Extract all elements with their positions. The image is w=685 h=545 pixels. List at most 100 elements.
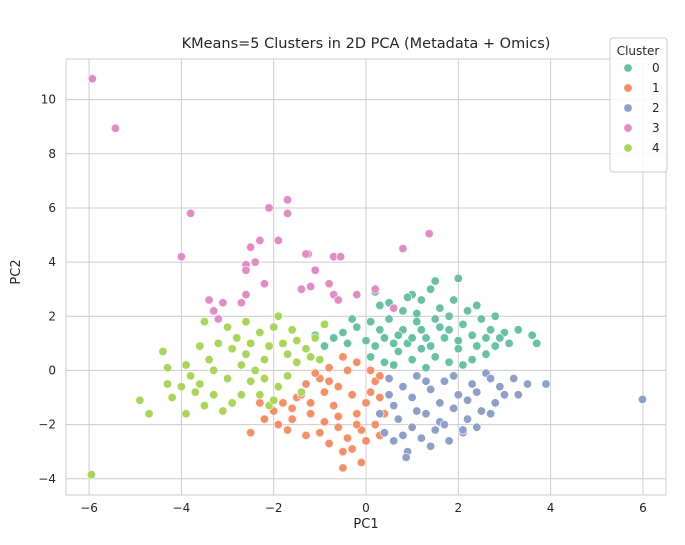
data-point-cluster-3 [296, 284, 306, 294]
x-tick-label: 0 [362, 501, 370, 515]
data-point-cluster-0 [486, 325, 496, 335]
data-point-cluster-0 [403, 292, 413, 302]
data-point-cluster-2 [398, 382, 408, 392]
data-point-cluster-4 [269, 322, 279, 332]
data-point-cluster-4 [278, 338, 288, 348]
data-point-cluster-0 [453, 273, 463, 283]
data-point-cluster-2 [389, 436, 399, 446]
data-point-cluster-0 [389, 360, 399, 370]
data-point-cluster-0 [379, 357, 389, 367]
data-point-cluster-2 [513, 390, 523, 400]
data-point-cluster-1 [315, 428, 325, 438]
y-tick-label: 8 [48, 147, 56, 161]
data-point-cluster-1 [361, 398, 371, 408]
data-point-cluster-2 [375, 409, 385, 419]
y-tick-label: 6 [48, 201, 56, 215]
data-point-cluster-1 [375, 393, 385, 403]
data-point-cluster-1 [310, 368, 320, 378]
data-point-cluster-0 [412, 317, 422, 327]
data-point-cluster-0 [379, 333, 389, 343]
data-point-cluster-0 [472, 300, 482, 310]
data-point-cluster-3 [186, 208, 196, 218]
data-point-cluster-2 [439, 420, 449, 430]
data-point-cluster-0 [366, 352, 376, 362]
data-point-cluster-1 [278, 398, 288, 408]
data-point-cluster-2 [463, 414, 473, 424]
data-point-cluster-4 [273, 311, 283, 321]
data-point-cluster-4 [218, 406, 228, 416]
data-point-cluster-1 [255, 398, 265, 408]
data-point-cluster-4 [236, 360, 246, 370]
data-point-cluster-4 [315, 355, 325, 365]
data-point-cluster-0 [421, 363, 431, 373]
data-point-cluster-3 [259, 279, 269, 289]
data-point-cluster-4 [296, 387, 306, 397]
data-point-cluster-2 [495, 382, 505, 392]
data-point-cluster-3 [87, 74, 97, 84]
data-point-cluster-2 [426, 384, 436, 394]
data-point-cluster-3 [283, 208, 293, 218]
data-point-cluster-2 [421, 409, 431, 419]
data-point-cluster-2 [453, 390, 463, 400]
data-point-cluster-0 [389, 338, 399, 348]
data-point-cluster-1 [347, 444, 357, 454]
data-point-cluster-0 [347, 314, 357, 324]
x-tick-label: 4 [547, 501, 555, 515]
data-point-cluster-4 [292, 336, 302, 346]
data-point-cluster-3 [176, 252, 186, 262]
data-point-cluster-1 [301, 430, 311, 440]
data-point-cluster-3 [336, 252, 346, 262]
data-point-cluster-1 [333, 422, 343, 432]
data-point-cluster-1 [333, 382, 343, 392]
data-point-cluster-3 [241, 290, 251, 300]
data-point-cluster-1 [283, 425, 293, 435]
data-point-cluster-0 [444, 325, 454, 335]
data-point-cluster-3 [241, 265, 251, 275]
data-point-cluster-0 [343, 338, 353, 348]
data-point-cluster-0 [426, 341, 436, 351]
data-point-cluster-3 [283, 195, 293, 205]
data-point-cluster-4 [199, 317, 209, 327]
data-point-cluster-1 [306, 398, 316, 408]
x-axis-label: PC1 [353, 517, 378, 532]
data-point-cluster-0 [472, 341, 482, 351]
data-point-cluster-3 [389, 303, 399, 313]
tick-labels: −6 −4 −2 0 2 4 6 −4 −2 0 2 4 6 8 10 [38, 93, 646, 515]
data-point-cluster-1 [375, 371, 385, 381]
x-tick-label: −2 [265, 501, 283, 515]
data-point-cluster-2 [393, 414, 403, 424]
x-tick-label: 2 [454, 501, 462, 515]
data-point-cluster-4 [163, 363, 173, 373]
legend-label-2: 2 [652, 101, 660, 115]
data-point-cluster-0 [504, 338, 514, 348]
data-point-cluster-1 [329, 401, 339, 411]
data-point-cluster-2 [472, 387, 482, 397]
data-point-cluster-4 [264, 341, 274, 351]
data-point-cluster-2 [463, 395, 473, 405]
data-point-cluster-3 [264, 203, 274, 213]
data-point-cluster-2 [439, 376, 449, 386]
data-point-cluster-1 [287, 403, 297, 413]
data-point-cluster-2 [407, 422, 417, 432]
data-point-cluster-3 [273, 235, 283, 245]
data-points [86, 74, 647, 480]
data-point-cluster-2 [637, 394, 647, 404]
data-point-cluster-2 [412, 371, 422, 381]
legend-box [609, 37, 668, 173]
data-point-cluster-4 [287, 325, 297, 335]
data-point-cluster-1 [324, 439, 334, 449]
data-point-cluster-0 [416, 344, 426, 354]
data-point-cluster-4 [246, 376, 256, 386]
data-point-cluster-4 [292, 357, 302, 367]
data-point-cluster-1 [352, 409, 362, 419]
data-point-cluster-3 [306, 281, 316, 291]
data-point-cluster-4 [167, 393, 177, 403]
data-point-cluster-0 [352, 322, 362, 332]
data-point-cluster-0 [430, 352, 440, 362]
data-point-cluster-4 [86, 470, 96, 480]
data-point-cluster-4 [269, 395, 279, 405]
data-point-cluster-0 [481, 333, 491, 343]
data-point-cluster-0 [384, 314, 394, 324]
legend-marker-3 [623, 123, 633, 133]
